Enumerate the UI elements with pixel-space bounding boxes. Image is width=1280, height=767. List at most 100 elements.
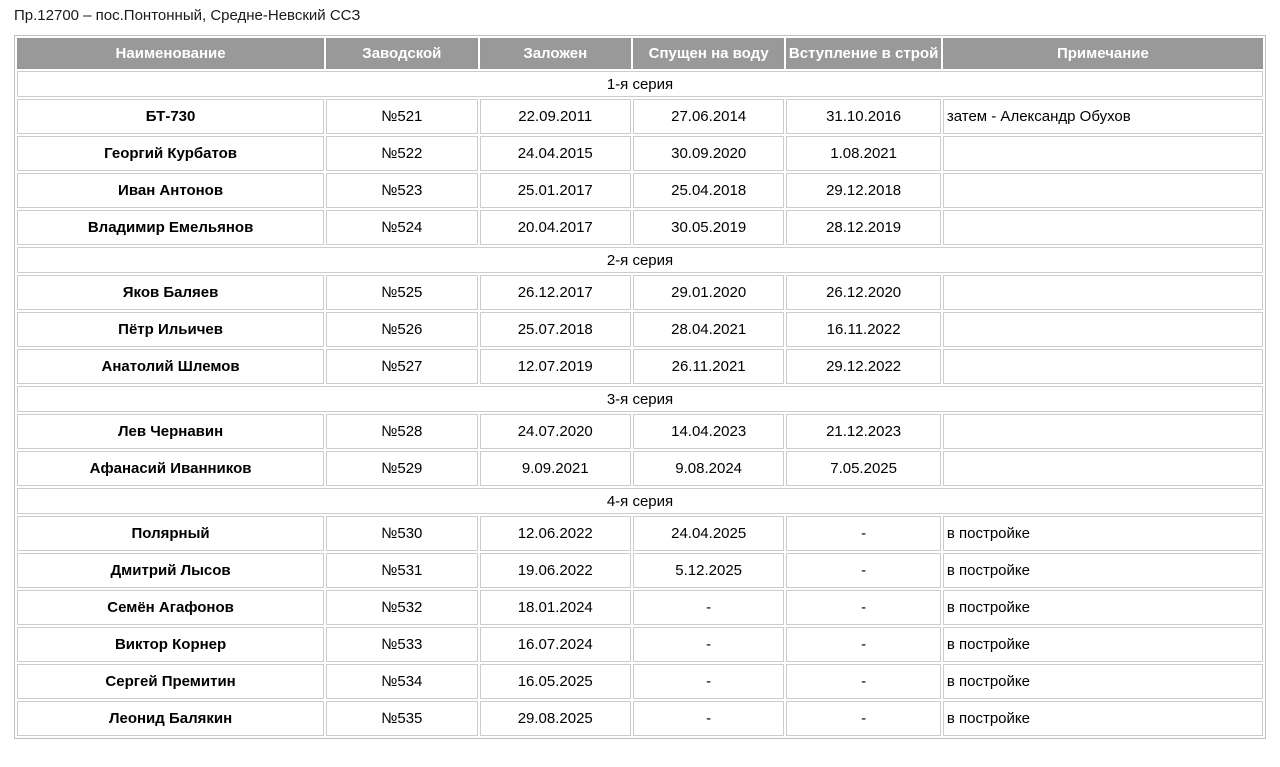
cell-laid-down: 22.09.2011 bbox=[479, 99, 631, 134]
cell-laid-down: 25.07.2018 bbox=[479, 312, 631, 347]
cell-laid-down: 12.07.2019 bbox=[479, 349, 631, 384]
cell-name: БТ-730 bbox=[17, 99, 325, 134]
ship-row: Георгий Курбатов №522 24.04.2015 30.09.2020… bbox=[17, 136, 1263, 171]
cell-commissioned: 31.10.2016 bbox=[786, 99, 941, 134]
cell-commissioned: 29.12.2022 bbox=[786, 349, 941, 384]
cell-laid-down: 16.05.2025 bbox=[479, 664, 631, 699]
cell-commissioned: 29.12.2018 bbox=[786, 173, 941, 208]
series-label: 3-я серия bbox=[17, 386, 1263, 412]
cell-name: Пётр Ильичев bbox=[17, 312, 325, 347]
cell-laid-down: 18.01.2024 bbox=[479, 590, 631, 625]
cell-commissioned: 26.12.2020 bbox=[786, 275, 941, 310]
cell-factory-no: №527 bbox=[326, 349, 478, 384]
cell-laid-down: 24.04.2015 bbox=[479, 136, 631, 171]
cell-name: Леонид Балякин bbox=[17, 701, 325, 736]
ship-row: Семён Агафонов №532 18.01.2024- - в постройк… bbox=[17, 590, 1263, 625]
cell-laid-down: 25.01.2017 bbox=[479, 173, 631, 208]
ship-row: БТ-730 №521 22.09.2011 27.06.2014 31.10.2016… bbox=[17, 99, 1263, 134]
cell-note bbox=[942, 210, 1263, 245]
cell-factory-no: №525 bbox=[326, 275, 478, 310]
cell-factory-no: №522 bbox=[326, 136, 478, 171]
cell-name: Семён Агафонов bbox=[17, 590, 325, 625]
series-row: 3-я серия bbox=[17, 386, 1263, 412]
cell-note bbox=[942, 349, 1263, 384]
cell-name: Афанасий Иванников bbox=[17, 451, 325, 486]
column-header-laid-down: Заложен bbox=[479, 38, 631, 69]
cell-name: Яков Баляев bbox=[17, 275, 325, 310]
cell-launched: 5.12.2025 bbox=[632, 553, 785, 588]
ships-table: Наименование Заводской Заложен Спущен на… bbox=[14, 35, 1266, 739]
cell-note bbox=[942, 136, 1263, 171]
cell-commissioned: 1.08.2021 bbox=[786, 136, 941, 171]
column-header-commissioned: Вступление в строй bbox=[786, 38, 941, 69]
ship-row: Виктор Корнер №533 16.07.2024- - в постройке bbox=[17, 627, 1263, 662]
cell-factory-no: №534 bbox=[326, 664, 478, 699]
cell-launched: 27.06.2014 bbox=[632, 99, 785, 134]
cell-note bbox=[942, 414, 1263, 449]
cell-laid-down: 16.07.2024 bbox=[479, 627, 631, 662]
ship-row: Полярный №530 12.06.2022 24.04.2025- в постр… bbox=[17, 516, 1263, 551]
cell-note: в постройке bbox=[942, 701, 1263, 736]
column-header-launched: Спущен на воду bbox=[632, 38, 785, 69]
cell-laid-down: 19.06.2022 bbox=[479, 553, 631, 588]
cell-laid-down: 20.04.2017 bbox=[479, 210, 631, 245]
cell-factory-no: №533 bbox=[326, 627, 478, 662]
cell-commissioned: 16.11.2022 bbox=[786, 312, 941, 347]
cell-factory-no: №526 bbox=[326, 312, 478, 347]
cell-factory-no: №531 bbox=[326, 553, 478, 588]
series-row: 1-я серия bbox=[17, 71, 1263, 97]
cell-name: Сергей Премитин bbox=[17, 664, 325, 699]
series-label: 4-я серия bbox=[17, 488, 1263, 514]
cell-launched: - bbox=[632, 590, 785, 625]
series-row: 2-я серия bbox=[17, 247, 1263, 273]
cell-note bbox=[942, 451, 1263, 486]
cell-commissioned: - bbox=[786, 701, 941, 736]
cell-factory-no: №523 bbox=[326, 173, 478, 208]
cell-launched: - bbox=[632, 664, 785, 699]
cell-note: в постройке bbox=[942, 627, 1263, 662]
cell-launched: 9.08.2024 bbox=[632, 451, 785, 486]
ship-row: Леонид Балякин №535 29.08.2025- - в постройк… bbox=[17, 701, 1263, 736]
cell-commissioned: - bbox=[786, 664, 941, 699]
cell-name: Георгий Курбатов bbox=[17, 136, 325, 171]
cell-laid-down: 26.12.2017 bbox=[479, 275, 631, 310]
series-label: 1-я серия bbox=[17, 71, 1263, 97]
cell-factory-no: №528 bbox=[326, 414, 478, 449]
ship-row: Лев Чернавин №528 24.07.2020 14.04.2023 21.1… bbox=[17, 414, 1263, 449]
ship-row: Афанасий Иванников №529 9.09.2021 9.08.2024… bbox=[17, 451, 1263, 486]
cell-note: в постройке bbox=[942, 516, 1263, 551]
cell-launched: 14.04.2023 bbox=[632, 414, 785, 449]
ship-row: Сергей Премитин №534 16.05.2025- - в построй… bbox=[17, 664, 1263, 699]
table-header-row: Наименование Заводской Заложен Спущен на… bbox=[17, 38, 1263, 69]
column-header-note: Примечание bbox=[942, 38, 1263, 69]
cell-name: Иван Антонов bbox=[17, 173, 325, 208]
cell-commissioned: - bbox=[786, 553, 941, 588]
cell-name: Виктор Корнер bbox=[17, 627, 325, 662]
cell-note bbox=[942, 275, 1263, 310]
cell-factory-no: №524 bbox=[326, 210, 478, 245]
cell-launched: 26.11.2021 bbox=[632, 349, 785, 384]
cell-commissioned: 28.12.2019 bbox=[786, 210, 941, 245]
ship-row: Владимир Емельянов №524 20.04.2017 30.05.20… bbox=[17, 210, 1263, 245]
cell-factory-no: №535 bbox=[326, 701, 478, 736]
cell-commissioned: - bbox=[786, 516, 941, 551]
cell-laid-down: 9.09.2021 bbox=[479, 451, 631, 486]
column-header-factory-no: Заводской bbox=[326, 38, 478, 69]
cell-launched: 30.09.2020 bbox=[632, 136, 785, 171]
cell-commissioned: 21.12.2023 bbox=[786, 414, 941, 449]
cell-laid-down: 24.07.2020 bbox=[479, 414, 631, 449]
ship-row: Пётр Ильичев №526 25.07.2018 28.04.2021 16.1… bbox=[17, 312, 1263, 347]
cell-note bbox=[942, 173, 1263, 208]
cell-name: Полярный bbox=[17, 516, 325, 551]
ship-row: Дмитрий Лысов №531 19.06.2022 5.12.2025- в п… bbox=[17, 553, 1263, 588]
cell-launched: 24.04.2025 bbox=[632, 516, 785, 551]
cell-name: Лев Чернавин bbox=[17, 414, 325, 449]
cell-commissioned: - bbox=[786, 627, 941, 662]
cell-launched: 30.05.2019 bbox=[632, 210, 785, 245]
cell-name: Анатолий Шлемов bbox=[17, 349, 325, 384]
cell-factory-no: №532 bbox=[326, 590, 478, 625]
cell-commissioned: - bbox=[786, 590, 941, 625]
cell-factory-no: №530 bbox=[326, 516, 478, 551]
series-row: 4-я серия bbox=[17, 488, 1263, 514]
column-header-name: Наименование bbox=[17, 38, 325, 69]
